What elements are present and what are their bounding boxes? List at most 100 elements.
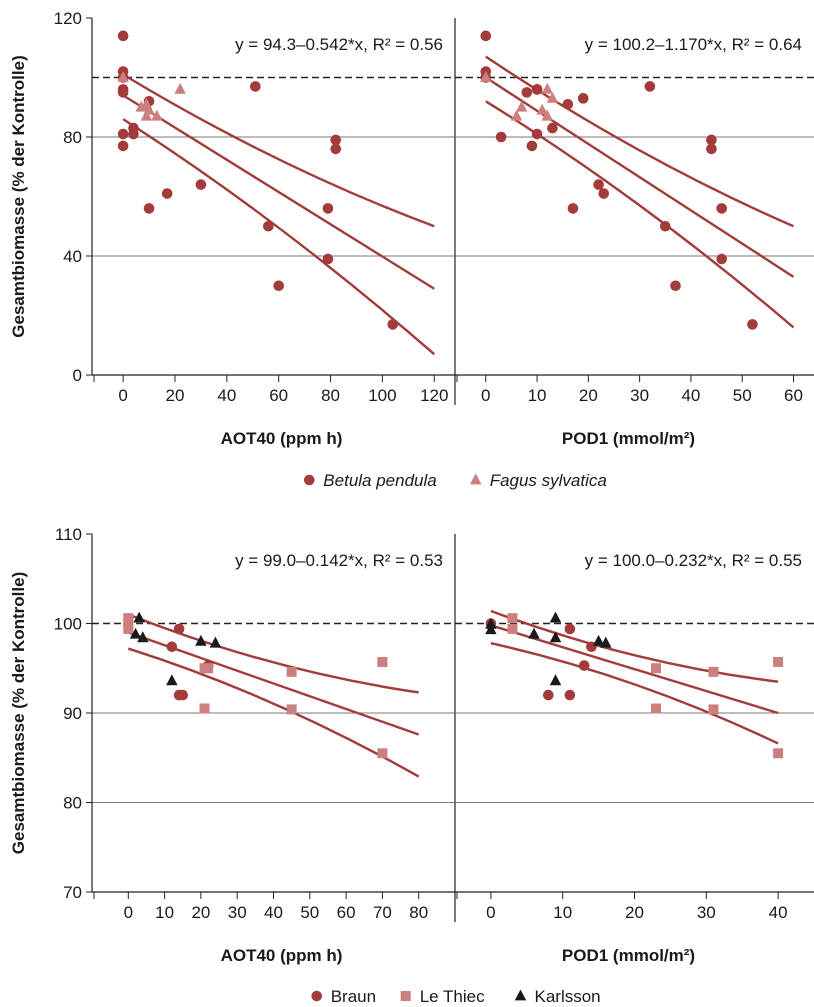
x-tick-label: 60 — [337, 903, 356, 922]
x-axis-label: POD1 (mmol/m²) — [562, 946, 695, 965]
data-point — [195, 179, 207, 190]
x-tick-label: 40 — [264, 903, 283, 922]
x-tick-label: 40 — [681, 386, 700, 405]
data-point — [507, 613, 518, 624]
y-tick-label: 120 — [54, 9, 82, 28]
data-point — [549, 611, 562, 623]
legend-marker — [311, 990, 323, 1002]
data-point — [510, 109, 523, 121]
data-point — [322, 253, 334, 265]
data-point — [651, 703, 662, 714]
data-point — [592, 634, 605, 646]
fit-line-fit — [127, 631, 420, 736]
panel-top-left: 0 20 40 60 80 100 120 0 40 80 120 Gesamtbiomasse (%… — [9, 9, 456, 448]
legend-label: Karlsson — [535, 987, 601, 1006]
x-tick-label: 30 — [697, 903, 716, 922]
fit-line-fit — [490, 624, 779, 715]
legend-marker — [400, 991, 411, 1001]
x-tick-label: 0 — [118, 386, 127, 405]
x-tick-label: 0 — [486, 903, 495, 922]
y-tick-label: 90 — [63, 704, 82, 723]
data-point — [577, 93, 589, 104]
data-point — [263, 220, 274, 232]
legend-marker — [514, 989, 527, 1001]
data-point — [531, 128, 543, 140]
data-point — [567, 203, 579, 214]
data-point — [129, 627, 142, 639]
data-point — [541, 82, 554, 94]
data-point — [526, 140, 538, 152]
data-point — [173, 623, 185, 635]
x-tick-label: 0 — [481, 386, 490, 405]
data-point — [117, 70, 129, 82]
legend-label: Fagus sylvatica — [490, 471, 607, 490]
x-tick-label: 80 — [409, 903, 428, 922]
data-point — [531, 84, 543, 95]
fit-line-upper — [127, 613, 419, 694]
data-point — [133, 611, 145, 623]
data-point — [564, 689, 576, 701]
y-tick-label: 80 — [63, 794, 82, 813]
data-point — [547, 122, 558, 134]
data-point — [151, 109, 163, 121]
fit-line-lower — [485, 100, 795, 329]
fit-line-upper — [122, 73, 435, 228]
fit-line-upper — [490, 609, 779, 683]
data-point — [140, 109, 153, 121]
data-point — [708, 704, 719, 715]
data-point — [507, 623, 518, 634]
x-tick-label: 10 — [528, 386, 547, 405]
data-point — [659, 220, 671, 232]
x-tick-label: 50 — [733, 386, 752, 405]
x-tick-label: 70 — [373, 903, 392, 922]
data-point — [546, 91, 559, 103]
regression-equation: y = 100.2–1.170*x, R² = 0.64 — [585, 35, 802, 54]
data-point — [203, 663, 214, 674]
data-point — [377, 656, 388, 667]
x-tick-label: 20 — [625, 903, 644, 922]
data-point — [644, 81, 656, 92]
y-tick-label: 70 — [63, 883, 82, 902]
panel-bottom-left: 0 10 20 30 40 50 60 70 80 70 80 90 100 110 Gesamtbioma… — [9, 525, 456, 965]
data-point — [117, 87, 129, 98]
data-point — [377, 748, 388, 759]
x-axis-label: POD1 (mmol/m²) — [562, 429, 695, 448]
y-tick-label: 40 — [63, 247, 82, 266]
data-point — [716, 253, 727, 265]
data-point — [123, 618, 134, 629]
legend-marker — [304, 474, 315, 486]
x-tick-label: 40 — [769, 903, 788, 922]
data-point — [536, 103, 548, 115]
data-point — [161, 188, 173, 199]
data-point — [177, 689, 189, 701]
x-axis-label: AOT40 (ppm h) — [221, 946, 343, 965]
x-tick-label: 100 — [368, 386, 396, 405]
x-tick-label: 60 — [269, 386, 288, 405]
data-point — [195, 634, 207, 646]
x-tick-label: 80 — [321, 386, 340, 405]
data-point — [515, 100, 528, 112]
x-tick-label: 120 — [420, 386, 448, 405]
data-point — [651, 663, 662, 674]
data-point — [706, 134, 717, 146]
x-axis-label: AOT40 (ppm h) — [221, 429, 343, 448]
data-point — [708, 666, 719, 677]
data-point — [166, 641, 178, 653]
x-tick-label: 30 — [630, 386, 649, 405]
data-point — [578, 660, 590, 671]
data-point — [528, 627, 540, 639]
data-point — [135, 100, 148, 112]
data-point — [209, 636, 222, 648]
data-point — [174, 82, 186, 94]
x-tick-label: 60 — [784, 386, 803, 405]
regression-equation: y = 94.3–0.542*x, R² = 0.56 — [235, 35, 443, 54]
data-point — [143, 103, 155, 115]
y-tick-label: 0 — [73, 366, 82, 385]
data-point — [716, 203, 727, 214]
legend-marker — [469, 473, 482, 485]
x-tick-label: 20 — [579, 386, 598, 405]
regression-equation: y = 99.0–0.142*x, R² = 0.53 — [235, 551, 443, 570]
data-point — [549, 631, 562, 643]
data-point — [747, 319, 758, 330]
